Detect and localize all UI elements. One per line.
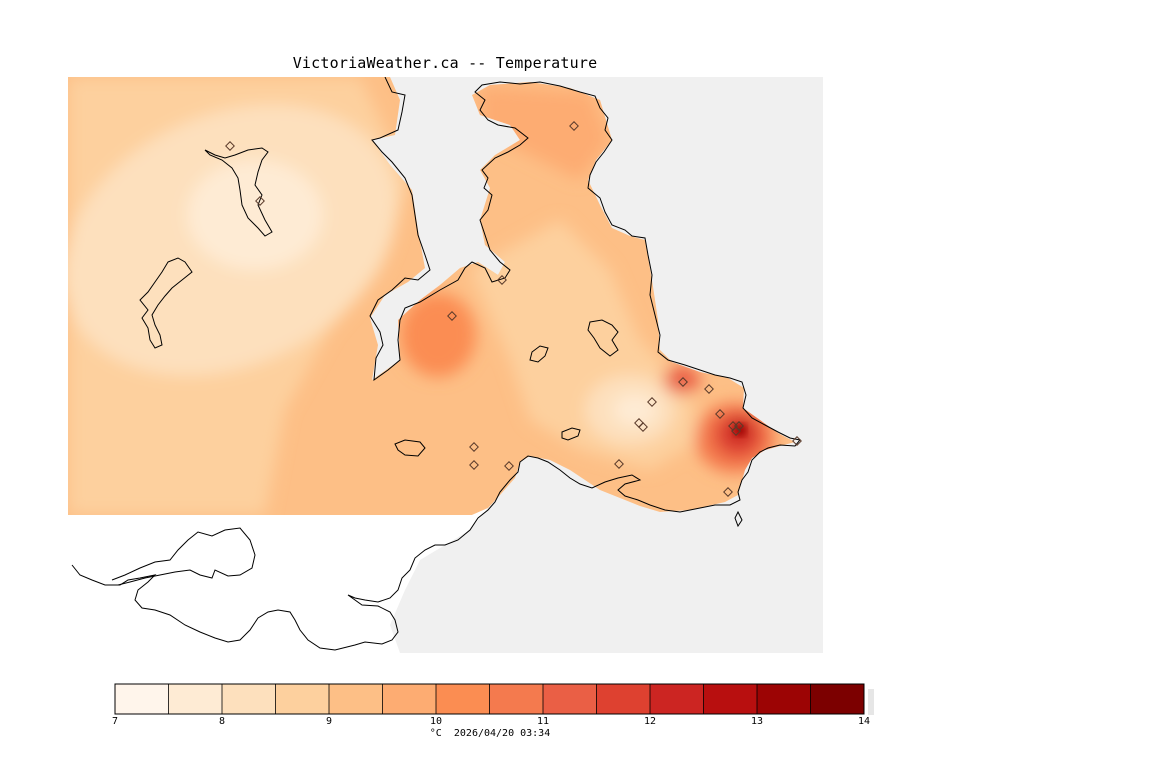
legend-swatch: [596, 684, 651, 714]
station-markers: [225, 121, 802, 497]
station-marker[interactable]: [678, 377, 688, 387]
legend-swatch: [489, 684, 544, 714]
legend-tick-label: 7: [111, 716, 119, 727]
station-marker[interactable]: [255, 196, 265, 206]
legend-swatch: [703, 684, 758, 714]
legend-frame: [114, 683, 865, 715]
legend-swatch: [168, 684, 223, 714]
map-title: VictoriaWeather.ca -- Temperature: [292, 54, 598, 72]
legend-swatch: [436, 684, 490, 714]
coastline: [71, 77, 801, 651]
legend-swatch: [222, 684, 276, 714]
station-marker[interactable]: [731, 426, 741, 436]
legend-tick-label: 8: [218, 716, 226, 727]
legend-swatches: [115, 684, 865, 714]
station-marker[interactable]: [497, 275, 507, 285]
legend-tick-label: 11: [536, 716, 550, 727]
legend-swatch: [115, 684, 169, 714]
station-marker[interactable]: [792, 436, 802, 446]
legend-tick-label: 13: [750, 716, 764, 727]
station-marker[interactable]: [225, 141, 235, 151]
station-marker[interactable]: [704, 384, 714, 394]
station-marker[interactable]: [647, 397, 657, 407]
legend-swatch: [329, 684, 383, 714]
legend-tick-label: 9: [325, 716, 333, 727]
legend-caption: °C 2026/04/20 03:34: [430, 728, 550, 739]
legend-shadow: [868, 689, 874, 715]
station-marker[interactable]: [715, 409, 725, 419]
legend-swatch: [757, 684, 811, 714]
station-marker[interactable]: [638, 422, 648, 432]
legend-tick-label: 12: [643, 716, 657, 727]
timestamp: 2026/04/20 03:34: [453, 728, 551, 739]
station-marker[interactable]: [569, 121, 579, 131]
temperature-map: [68, 77, 823, 653]
station-marker[interactable]: [504, 461, 514, 471]
station-marker[interactable]: [447, 311, 457, 321]
unit-label: °C: [429, 728, 442, 739]
legend-tick-label: 14: [857, 716, 871, 727]
legend-swatch: [275, 684, 330, 714]
station-marker[interactable]: [469, 442, 479, 452]
legend-swatch: [382, 684, 437, 714]
legend-swatch: [543, 684, 597, 714]
legend-swatch: [650, 684, 704, 714]
legend-swatch: [810, 684, 865, 714]
station-marker[interactable]: [723, 487, 733, 497]
station-marker[interactable]: [469, 460, 479, 470]
legend-tick-label: 10: [429, 716, 443, 727]
station-marker[interactable]: [614, 459, 624, 469]
